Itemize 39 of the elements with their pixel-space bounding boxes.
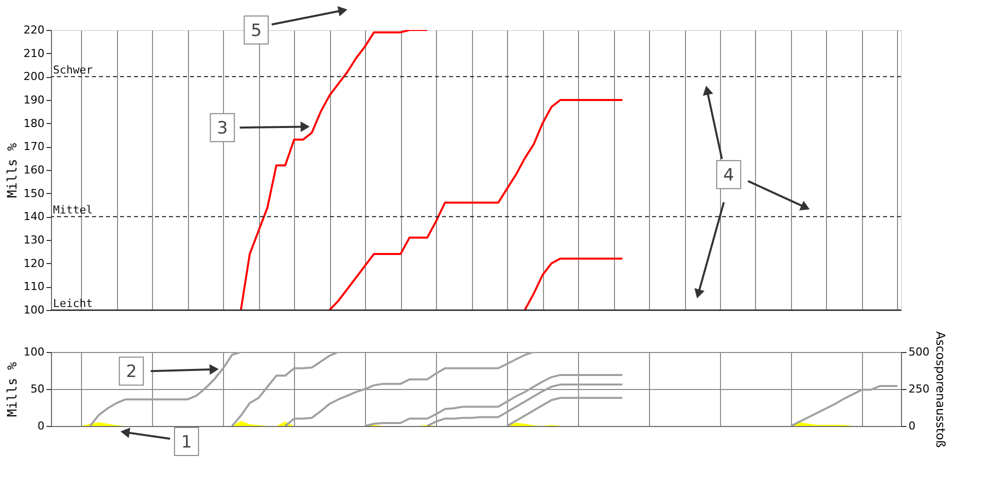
y-tick-label: 150	[24, 186, 44, 200]
y-axis-title: Mills %	[6, 362, 21, 417]
y2-tick-label: 250	[908, 382, 930, 396]
y-tick-label: 210	[24, 46, 44, 60]
line-series	[426, 384, 624, 426]
line-series	[790, 385, 898, 426]
y2-tick-label: 500	[908, 346, 930, 358]
y-tick-label: 100	[24, 304, 44, 316]
y-tick-label: 100	[24, 346, 44, 358]
y-tick-label: 110	[24, 280, 44, 294]
y-axis-title: Mills %	[6, 142, 21, 198]
y-tick-label: 0	[38, 420, 44, 432]
line-series	[328, 99, 624, 310]
ref-line-label: Schwer	[53, 64, 94, 77]
line-series	[284, 352, 535, 426]
y-tick-label: 160	[24, 164, 44, 176]
line-series	[231, 352, 340, 426]
text: 1	[181, 432, 192, 453]
y2-tick-label: 0	[908, 420, 916, 432]
y-tick-label: 200	[24, 70, 44, 84]
y-tick-label: 50	[30, 382, 44, 396]
ref-line-label: Leicht	[53, 297, 93, 310]
y-tick-label: 180	[24, 116, 44, 130]
y-tick-label: 120	[24, 256, 44, 270]
y2-axis-title: Ascosporenausstoß	[933, 331, 948, 448]
y-tick-label: 140	[24, 210, 44, 224]
y-tick-label: 130	[24, 234, 44, 246]
line-series	[364, 374, 624, 426]
line-series	[524, 258, 624, 310]
line-series	[89, 352, 242, 426]
line-series	[506, 396, 624, 426]
annotation: 5	[250, 21, 262, 41]
annotation: 3	[216, 118, 228, 139]
y-tick-label: 170	[24, 140, 44, 154]
y-tick-label: 220	[24, 24, 44, 36]
annotation: 2	[126, 362, 137, 382]
y-tick-label: 190	[24, 94, 44, 106]
annotation: 4	[723, 166, 734, 186]
ref-line-label: Mittel	[53, 204, 93, 217]
